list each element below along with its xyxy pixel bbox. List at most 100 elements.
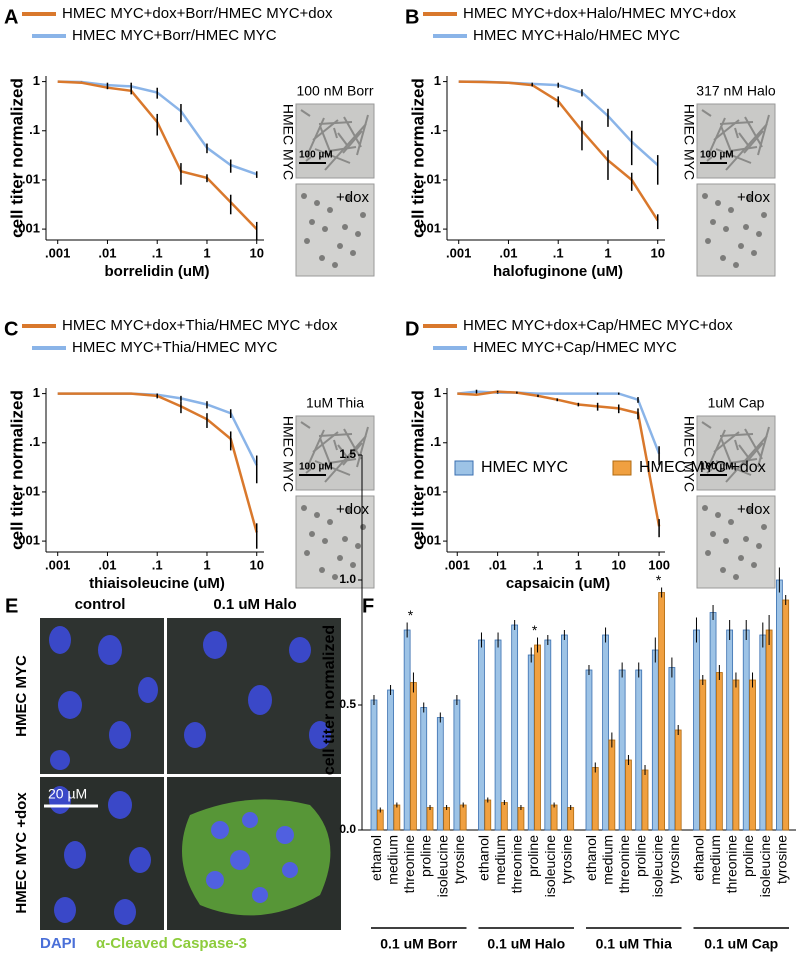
cell [738, 132, 749, 146]
cell [761, 524, 767, 530]
group-label: 0.1 uM Cap [704, 936, 778, 952]
bar [651, 649, 659, 831]
cell [706, 156, 713, 162]
cell [318, 121, 353, 125]
x-tick-label: 100 [648, 557, 670, 572]
cell [723, 226, 729, 232]
x-tick-label: 1 [575, 557, 582, 572]
bar [715, 672, 723, 831]
cell [761, 212, 767, 218]
micrograph-label: +dox [336, 501, 369, 518]
y-tick-label: .01 [22, 171, 40, 186]
cell [360, 212, 366, 218]
cell [734, 127, 739, 139]
x-tick-label: medium [492, 835, 508, 885]
bar [641, 769, 649, 831]
bar [436, 717, 444, 831]
scale-label: 100 µM [700, 150, 734, 161]
x-tick-label: ethanol [368, 835, 384, 881]
x-tick-label: proline [418, 835, 434, 877]
bar [500, 802, 508, 831]
cell [337, 444, 348, 458]
panel-letter: B [405, 6, 419, 28]
micrograph [295, 495, 375, 589]
cell [319, 125, 332, 155]
cell [337, 243, 343, 249]
cell [301, 505, 307, 511]
scale-label: 100 µM [299, 150, 333, 161]
micrograph [696, 495, 776, 589]
bar [517, 807, 525, 831]
y-axis-label: cell titer normalized [321, 625, 338, 775]
group-label: 0.1 uM Halo [487, 936, 565, 952]
bar [420, 707, 428, 831]
cell [333, 439, 338, 451]
cell [756, 543, 762, 549]
bar [534, 644, 541, 831]
y-axis-label: cell titer normalized [7, 78, 26, 238]
significance: * [408, 607, 414, 623]
cell [332, 262, 338, 268]
bar [370, 699, 378, 831]
bar [625, 759, 632, 831]
cell [743, 442, 764, 466]
panel-letter: F [362, 595, 374, 617]
bar [782, 599, 790, 831]
x-tick-label: threonine [401, 835, 417, 894]
cell [725, 123, 768, 171]
bar [403, 629, 411, 831]
cell [322, 538, 328, 544]
micrograph [696, 183, 776, 277]
x-tick-label: .1 [533, 557, 544, 572]
y-tick-label: 1.0 [339, 572, 356, 586]
y-tick-label: 1 [434, 73, 441, 88]
x-tick-label: medium [385, 835, 401, 885]
y-tick-label: .001 [15, 533, 40, 548]
bar [602, 634, 609, 831]
bar [393, 804, 401, 831]
panel-letter: C [4, 318, 18, 340]
group-label: 0.1 uM Borr [380, 936, 458, 952]
x-axis-label: capsaicin (uM) [506, 575, 610, 592]
x-tick-label: threonine [616, 835, 632, 894]
cell [715, 460, 752, 476]
cell [738, 555, 744, 561]
cell [342, 130, 363, 154]
cell [309, 531, 315, 537]
cell [756, 231, 762, 237]
x-tick-label: .001 [45, 245, 70, 260]
cell [746, 195, 752, 201]
micrograph-title: 100 nM Borr [296, 83, 373, 99]
bar [426, 807, 434, 831]
group-label: 0.1 uM Thia [596, 936, 672, 952]
y-tick-label: .01 [423, 483, 441, 498]
y-tick-label: 1.5 [339, 447, 356, 461]
cell [706, 468, 713, 474]
cell [738, 444, 749, 458]
micrograph-label: +dox [336, 189, 369, 206]
x-tick-label: threonine [509, 835, 525, 894]
y-tick-label: .1 [430, 122, 441, 137]
cell [305, 468, 312, 474]
bar [693, 629, 700, 831]
x-tick-label: tyrosine [451, 835, 467, 884]
cell [751, 562, 757, 568]
micrograph-label: +dox [737, 189, 770, 206]
cell [728, 519, 734, 525]
cell [314, 200, 320, 206]
bar [410, 682, 417, 831]
x-tick-label: .1 [152, 557, 163, 572]
bar [749, 679, 756, 831]
cell [743, 536, 749, 542]
x-tick-label: 1 [203, 557, 210, 572]
cell [301, 193, 307, 199]
cell [319, 437, 332, 467]
bar [387, 689, 394, 831]
y-tick-label: .1 [29, 434, 40, 449]
micrograph-label: +dox [737, 501, 770, 518]
x-tick-label: proline [525, 835, 541, 877]
cell [324, 123, 367, 171]
cell [350, 250, 356, 256]
cell [304, 238, 310, 244]
series-line [57, 80, 258, 230]
